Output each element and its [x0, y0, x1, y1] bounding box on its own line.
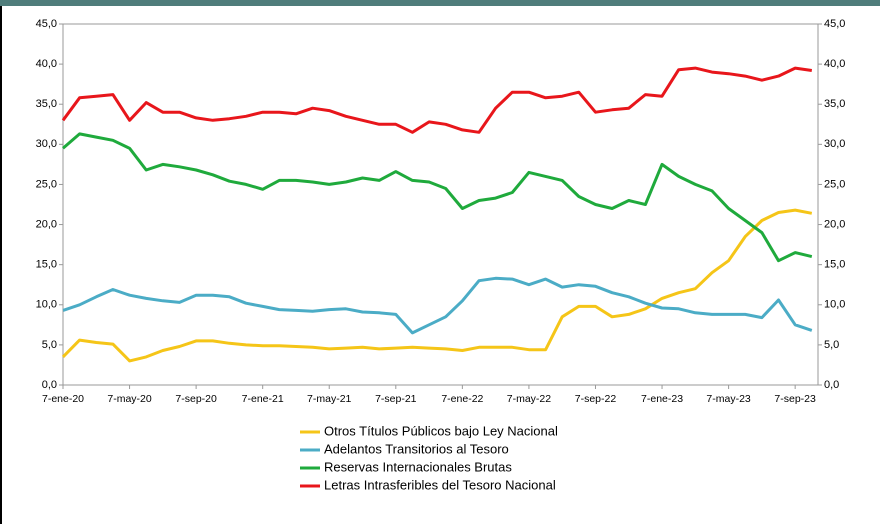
y-tick-label: 15,0: [36, 259, 57, 271]
legend-label: Letras Intrasferibles del Tesoro Naciona…: [324, 477, 556, 492]
y2-tick-label: 10,0: [824, 299, 845, 311]
y-tick-label: 5,0: [42, 339, 57, 351]
series-line: [61, 66, 813, 134]
x-tick-label: 7-ene-22: [441, 393, 483, 405]
x-tick-label: 7-sep-20: [175, 393, 217, 405]
x-tick-label: 7-may-20: [107, 393, 152, 405]
y2-tick-label: 20,0: [824, 218, 845, 230]
y-tick-label: 45,0: [36, 18, 57, 30]
y2-tick-label: 45,0: [824, 18, 845, 30]
x-tick-label: 7-ene-20: [42, 393, 84, 405]
legend-label: Adelantos Transitorios al Tesoro: [324, 441, 509, 456]
x-tick-label: 7-sep-22: [575, 393, 617, 405]
y2-tick-label: 0,0: [824, 379, 839, 391]
series-line: [62, 132, 813, 263]
y2-tick-label: 5,0: [824, 339, 839, 351]
x-tick-label: 7-ene-21: [242, 393, 284, 405]
series-line: [61, 208, 813, 363]
series-line: [62, 276, 813, 335]
y2-tick-label: 25,0: [824, 178, 845, 190]
y2-tick-label: 30,0: [824, 138, 845, 150]
y2-tick-label: 15,0: [824, 259, 845, 271]
x-tick-label: 7-may-21: [307, 393, 352, 405]
legend-label: Otros Títulos Públicos bajo Ley Nacional: [324, 423, 558, 438]
y-tick-label: 0,0: [42, 379, 57, 391]
x-tick-label: 7-sep-21: [375, 393, 417, 405]
y-tick-label: 10,0: [36, 299, 57, 311]
x-tick-label: 7-sep-23: [774, 393, 816, 405]
y2-tick-label: 40,0: [824, 58, 845, 70]
y-tick-label: 40,0: [36, 58, 57, 70]
y-tick-label: 35,0: [36, 98, 57, 110]
y2-tick-label: 35,0: [824, 98, 845, 110]
top-bar: [0, 0, 880, 6]
x-tick-label: 7-may-22: [507, 393, 552, 405]
y-tick-label: 30,0: [36, 138, 57, 150]
y-tick-label: 20,0: [36, 218, 57, 230]
x-tick-label: 7-ene-23: [641, 393, 683, 405]
x-tick-label: 7-may-23: [706, 393, 751, 405]
legend-label: Reservas Internacionales Brutas: [324, 459, 512, 474]
plot-frame: [62, 23, 819, 386]
y-tick-label: 25,0: [36, 178, 57, 190]
